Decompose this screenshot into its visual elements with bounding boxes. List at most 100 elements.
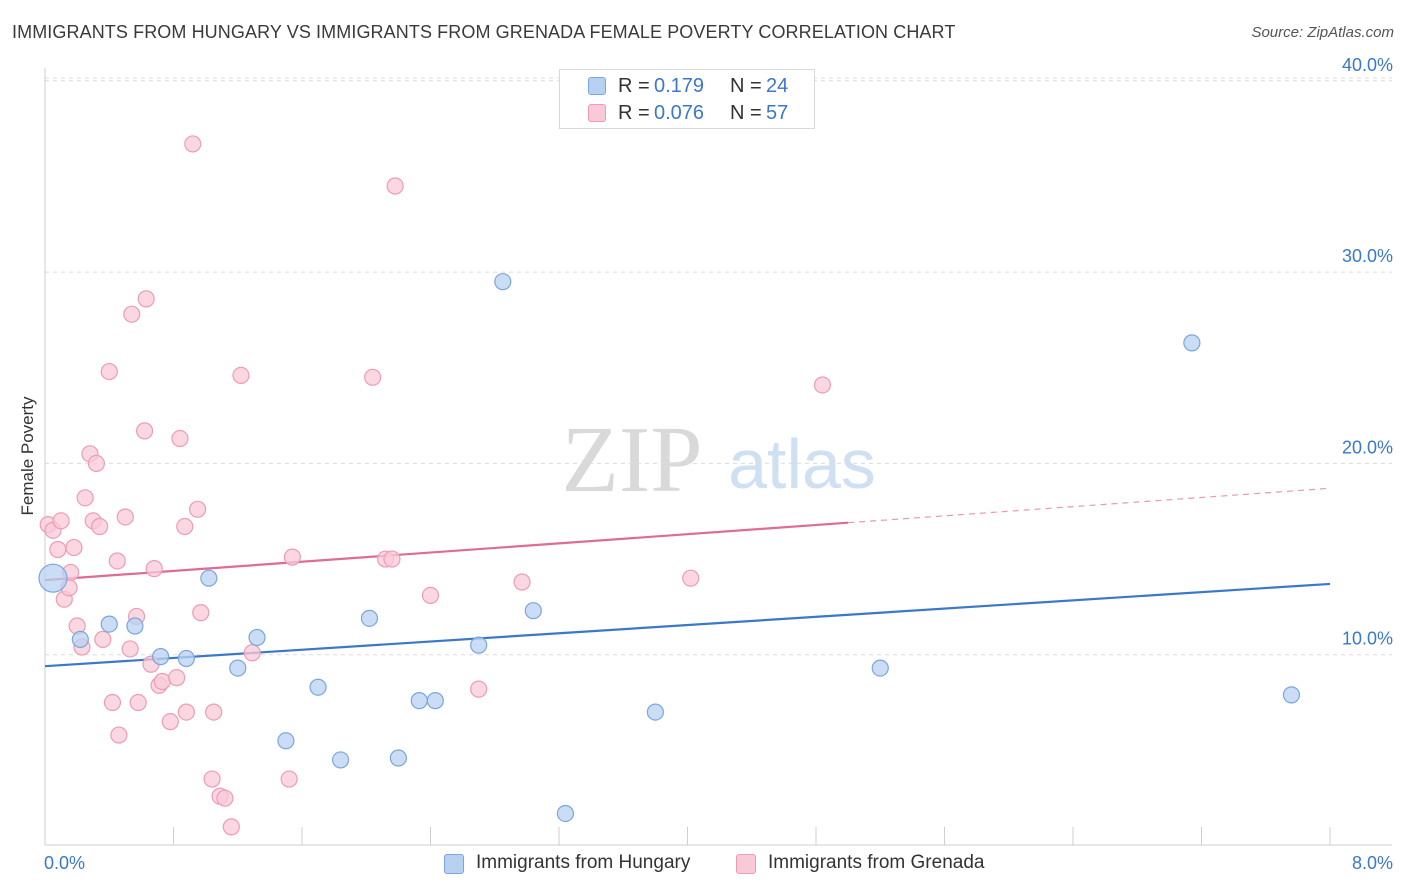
point-grenada — [49, 540, 67, 559]
trend-line-grenada — [44, 521, 849, 582]
point-grenada — [168, 669, 186, 687]
y-axis-label: Female Poverty — [18, 396, 37, 516]
point-grenada — [813, 376, 832, 394]
point-hungary — [277, 732, 295, 750]
point-grenada — [87, 454, 106, 472]
point-grenada — [129, 693, 147, 712]
point-grenada — [232, 366, 250, 385]
y-tick-label: 20.0% — [1342, 437, 1393, 457]
point-grenada — [421, 586, 440, 604]
point-grenada — [177, 703, 195, 721]
point-grenada — [283, 548, 301, 566]
point-grenada — [184, 135, 202, 153]
x-tick-label: 8.0% — [1352, 853, 1393, 873]
n-value-grenada: 57 — [766, 102, 789, 124]
series-legend: Immigrants from Hungary Immigrants from … — [0, 851, 1406, 879]
point-hungary — [1183, 334, 1201, 352]
point-grenada — [135, 422, 154, 440]
point-hungary — [410, 692, 428, 710]
y-tick-label: 10.0% — [1342, 629, 1393, 649]
point-hungary — [126, 617, 144, 635]
legend-label-grenada: Immigrants from Grenada — [768, 852, 985, 873]
point-grenada — [100, 362, 118, 381]
point-grenada — [145, 560, 163, 578]
point-grenada — [171, 429, 189, 448]
point-grenada — [65, 538, 83, 557]
point-hungary — [426, 692, 444, 710]
point-hungary — [524, 602, 542, 620]
point-grenada — [116, 508, 134, 526]
point-hungary — [200, 569, 218, 587]
point-grenada — [188, 500, 207, 518]
stats-legend: R = 0.179 N = 24 R = 0.076 N = 57 — [559, 69, 815, 129]
point-grenada — [216, 789, 234, 807]
legend-label-hungary: Immigrants from Hungary — [476, 852, 691, 873]
grid-lines — [45, 77, 1392, 656]
point-grenada — [121, 640, 139, 658]
point-grenada — [176, 517, 194, 536]
point-grenada — [243, 644, 261, 662]
n-label: N = — [730, 75, 762, 97]
grenada-swatch — [588, 104, 606, 122]
point-hungary — [646, 703, 664, 721]
point-grenada — [161, 713, 179, 731]
point-hungary — [871, 659, 889, 677]
grenada-legend-swatch — [736, 854, 756, 874]
hungary-swatch — [588, 77, 606, 95]
r-label: R = — [618, 75, 650, 97]
point-grenada — [222, 818, 240, 836]
point-grenada — [192, 604, 210, 622]
point-grenada — [110, 726, 128, 744]
point-grenada — [94, 630, 112, 648]
watermark-atlas: atlas — [728, 425, 876, 503]
chart-title: IMMIGRANTS FROM HUNGARY VS IMMIGRANTS FR… — [12, 22, 956, 42]
hungary-legend-swatch — [444, 854, 464, 874]
point-hungary — [71, 630, 89, 648]
point-grenada — [682, 569, 700, 587]
point-grenada — [123, 305, 141, 323]
point-grenada — [91, 517, 109, 536]
point-grenada — [203, 770, 221, 788]
y-tick-label: 30.0% — [1342, 246, 1393, 266]
r-value-hungary: 0.179 — [654, 75, 705, 97]
point-grenada — [364, 368, 382, 386]
point-hungary — [152, 648, 170, 666]
trend-line-hungary — [44, 582, 1331, 668]
point-grenada — [76, 489, 94, 507]
point-hungary — [360, 609, 379, 627]
point-grenada — [470, 680, 488, 698]
point-hungary — [1282, 686, 1301, 704]
point-grenada — [103, 693, 122, 712]
tick-labels: 10.0% 20.0% 30.0% 40.0% 0.0% 8.0% — [44, 55, 1393, 873]
watermark-zip: ZIP — [562, 408, 703, 512]
axes — [44, 68, 1392, 846]
point-hungary — [177, 649, 195, 668]
n-label: N = — [730, 102, 762, 124]
source-credit: Source: ZipAtlas.com — [1251, 24, 1394, 41]
point-hungary — [229, 659, 247, 677]
point-grenada — [153, 672, 171, 691]
point-grenada — [108, 552, 126, 570]
point-grenada — [52, 512, 70, 530]
point-hungary — [309, 678, 327, 696]
point-hungary — [38, 563, 68, 593]
y-tick-label: 40.0% — [1342, 55, 1393, 75]
point-grenada — [386, 177, 404, 195]
watermark: ZIP atlas — [562, 408, 876, 512]
point-grenada — [280, 770, 298, 788]
point-grenada — [205, 703, 223, 721]
point-hungary — [100, 615, 118, 633]
r-value-grenada: 0.076 — [654, 102, 705, 124]
point-grenada — [383, 550, 401, 568]
data-points — [38, 135, 1301, 836]
point-grenada — [513, 573, 531, 591]
trend-line-grenada-extension — [848, 487, 1331, 524]
point-hungary — [470, 636, 488, 654]
n-value-hungary: 24 — [766, 75, 789, 97]
point-grenada — [137, 290, 155, 308]
x-tick-label: 0.0% — [44, 853, 85, 873]
point-hungary — [556, 804, 575, 823]
point-hungary — [331, 751, 350, 769]
point-hungary — [248, 628, 266, 647]
